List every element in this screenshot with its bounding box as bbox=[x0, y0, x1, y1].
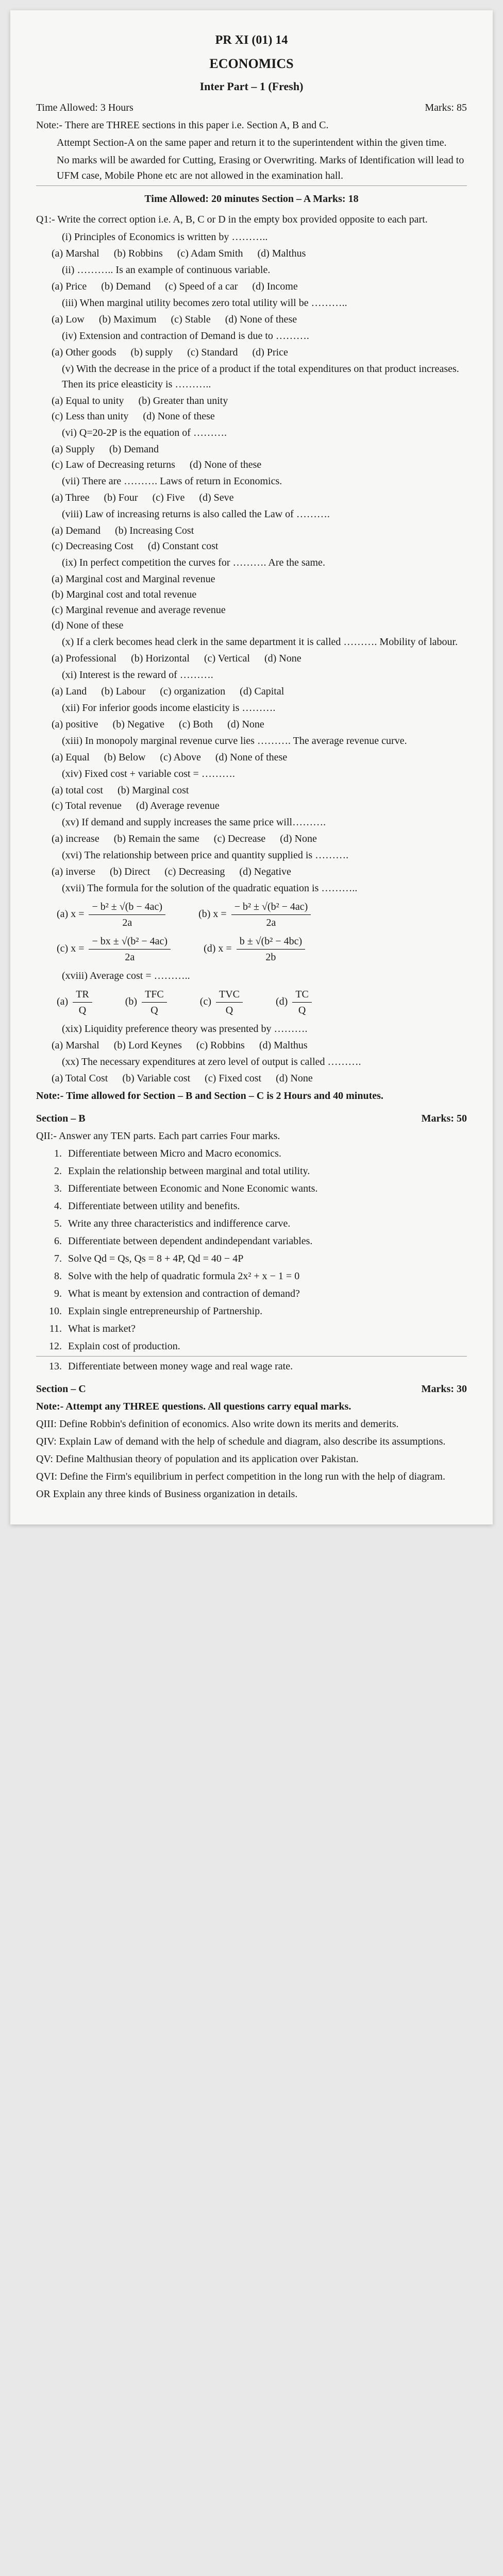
mcq-vi-opts: (a) Supply(b) Demand(c) Law of Decreasin… bbox=[36, 442, 467, 472]
b-11: 11.What is market? bbox=[36, 1321, 467, 1336]
mcq-xvi: (xvi) The relationship between price and… bbox=[36, 848, 467, 863]
b-4: 4.Differentiate between utility and bene… bbox=[36, 1198, 467, 1214]
part-subtitle: Inter Part – 1 (Fresh) bbox=[36, 78, 467, 95]
q1-instruction: Q1:- Write the correct option i.e. A, B,… bbox=[36, 212, 467, 227]
mcq-xv: (xv) If demand and supply increases the … bbox=[36, 815, 467, 830]
mcq-iii-opts: (a) Low(b) Maximum(c) Stable(d) None of … bbox=[36, 312, 467, 327]
paper-code: PR XI (01) 14 bbox=[36, 31, 467, 49]
exam-paper: PR XI (01) 14 ECONOMICS Inter Part – 1 (… bbox=[10, 10, 493, 1524]
mcq-xii: (xii) For inferior goods income elastici… bbox=[36, 700, 467, 716]
c-q5: QV: Define Malthusian theory of populati… bbox=[36, 1451, 467, 1467]
b-13: 13.Differentiate between money wage and … bbox=[36, 1359, 467, 1374]
mcq-vii-opts: (a) Three(b) Four(c) Five(d) Seve bbox=[36, 490, 467, 505]
b-3: 3.Differentiate between Economic and Non… bbox=[36, 1181, 467, 1196]
formula-ab: (a) x = − b² ± √(b − 4ac)2a (b) x = − b²… bbox=[36, 899, 467, 930]
mcq-i: (i) Principles of Economics is written b… bbox=[36, 229, 467, 245]
section-a-head: Time Allowed: 20 minutes Section – A Mar… bbox=[36, 191, 467, 207]
q2-instruction: QII:- Answer any TEN parts. Each part ca… bbox=[36, 1128, 467, 1144]
c-or: OR Explain any three kinds of Business o… bbox=[36, 1486, 467, 1502]
mcq-xv-opts: (a) increase(b) Remain the same(c) Decre… bbox=[36, 831, 467, 846]
b-12: 12.Explain cost of production. bbox=[36, 1338, 467, 1354]
mcq-v-opts: (a) Equal to unity(b) Greater than unity… bbox=[36, 393, 467, 424]
c-q3: QIII: Define Robbin's definition of econ… bbox=[36, 1416, 467, 1432]
mcq-xiii-opts: (a) Equal(b) Below(c) Above(d) None of t… bbox=[36, 750, 467, 765]
mcq-ix: (ix) In perfect competition the curves f… bbox=[36, 555, 467, 570]
b-5: 5.Write any three characteristics and in… bbox=[36, 1216, 467, 1231]
b-9: 9.What is meant by extension and contrac… bbox=[36, 1286, 467, 1301]
section-b-time-note: Note:- Time allowed for Section – B and … bbox=[36, 1088, 467, 1104]
note-sections: Note:- There are THREE sections in this … bbox=[36, 117, 467, 133]
formula-cd: (c) x = − bx ± √(b² − 4ac)2a (d) x = b ±… bbox=[36, 934, 467, 965]
b-8: 8.Solve with the help of quadratic formu… bbox=[36, 1268, 467, 1284]
meta-row: Time Allowed: 3 Hours Marks: 85 bbox=[36, 100, 467, 115]
mcq-xviii: (xviii) Average cost = ……….. bbox=[36, 968, 467, 984]
note-attempt: Attempt Section-A on the same paper and … bbox=[36, 135, 467, 150]
mcq-xi-opts: (a) Land(b) Labour(c) organization(d) Ca… bbox=[36, 684, 467, 699]
mcq-ix-opts: (a) Marginal cost and Marginal revenue(b… bbox=[36, 571, 467, 633]
subject-title: ECONOMICS bbox=[36, 54, 467, 74]
mcq-xii-opts: (a) positive(b) Negative(c) Both(d) None bbox=[36, 717, 467, 732]
time-allowed: Time Allowed: 3 Hours bbox=[36, 100, 133, 115]
mcq-xvi-opts: (a) inverse(b) Direct(c) Decreasing(d) N… bbox=[36, 864, 467, 879]
mcq-iii: (iii) When marginal utility becomes zero… bbox=[36, 295, 467, 311]
mcq-v: (v) With the decrease in the price of a … bbox=[36, 361, 467, 392]
mcq-xx-opts: (a) Total Cost(b) Variable cost(c) Fixed… bbox=[36, 1071, 467, 1086]
mcq-xiv-opts: (a) total cost(b) Marginal cost(c) Total… bbox=[36, 783, 467, 814]
mcq-vii: (vii) There are ………. Laws of return in E… bbox=[36, 473, 467, 489]
divider-b bbox=[36, 1356, 467, 1357]
mcq-xiv: (xiv) Fixed cost + variable cost = ………. bbox=[36, 766, 467, 782]
b-2: 2.Explain the relationship between margi… bbox=[36, 1163, 467, 1179]
section-b-header: Section – BMarks: 50 bbox=[36, 1111, 467, 1126]
mcq-i-opts: (a) Marshal(b) Robbins(c) Adam Smith(d) … bbox=[36, 246, 467, 261]
mcq-x-opts: (a) Professional(b) Horizontal(c) Vertic… bbox=[36, 651, 467, 666]
mcq-ii-opts: (a) Price(b) Demand(c) Speed of a car(d)… bbox=[36, 279, 467, 294]
section-c-header: Section – CMarks: 30 bbox=[36, 1381, 467, 1397]
mcq-vi: (vi) Q=20-2P is the equation of ………. bbox=[36, 425, 467, 440]
total-marks: Marks: 85 bbox=[425, 100, 467, 115]
mcq-xix-opts: (a) Marshal(b) Lord Keynes(c) Robbins(d)… bbox=[36, 1038, 467, 1053]
b-1: 1.Differentiate between Micro and Macro … bbox=[36, 1146, 467, 1161]
mcq-xvii: (xvii) The formula for the solution of t… bbox=[36, 880, 467, 896]
c-q4: QIV: Explain Law of demand with the help… bbox=[36, 1434, 467, 1449]
mcq-xix: (xix) Liquidity preference theory was pr… bbox=[36, 1021, 467, 1037]
mcq-iv: (iv) Extension and contraction of Demand… bbox=[36, 328, 467, 344]
mcq-xi: (xi) Interest is the reward of ………. bbox=[36, 667, 467, 683]
mcq-x: (x) If a clerk becomes head clerk in the… bbox=[36, 634, 467, 650]
mcq-viii: (viii) Law of increasing returns is also… bbox=[36, 506, 467, 522]
c-q6: QVI: Define the Firm's equilibrium in pe… bbox=[36, 1469, 467, 1484]
note-rules: No marks will be awarded for Cutting, Er… bbox=[36, 152, 467, 183]
b-7: 7.Solve Qd = Qs, Qs = 8 + 4P, Qd = 40 − … bbox=[36, 1251, 467, 1266]
b-10: 10.Explain single entrepreneurship of Pa… bbox=[36, 1303, 467, 1319]
b-6: 6.Differentiate between dependent andind… bbox=[36, 1233, 467, 1249]
divider bbox=[36, 185, 467, 186]
mcq-viii-opts: (a) Demand(b) Increasing Cost(c) Decreas… bbox=[36, 523, 467, 554]
mcq-xx: (xx) The necessary expenditures at zero … bbox=[36, 1054, 467, 1070]
mcq-xiii: (xiii) In monopoly marginal revenue curv… bbox=[36, 733, 467, 749]
mcq-ii: (ii) ……….. Is an example of continuous v… bbox=[36, 262, 467, 278]
section-c-note: Note:- Attempt any THREE questions. All … bbox=[36, 1399, 467, 1414]
avg-cost-opts: (a) TRQ (b) TFCQ (c) TVCQ (d) TCQ bbox=[36, 987, 467, 1018]
mcq-iv-opts: (a) Other goods(b) supply(c) Standard(d)… bbox=[36, 345, 467, 360]
